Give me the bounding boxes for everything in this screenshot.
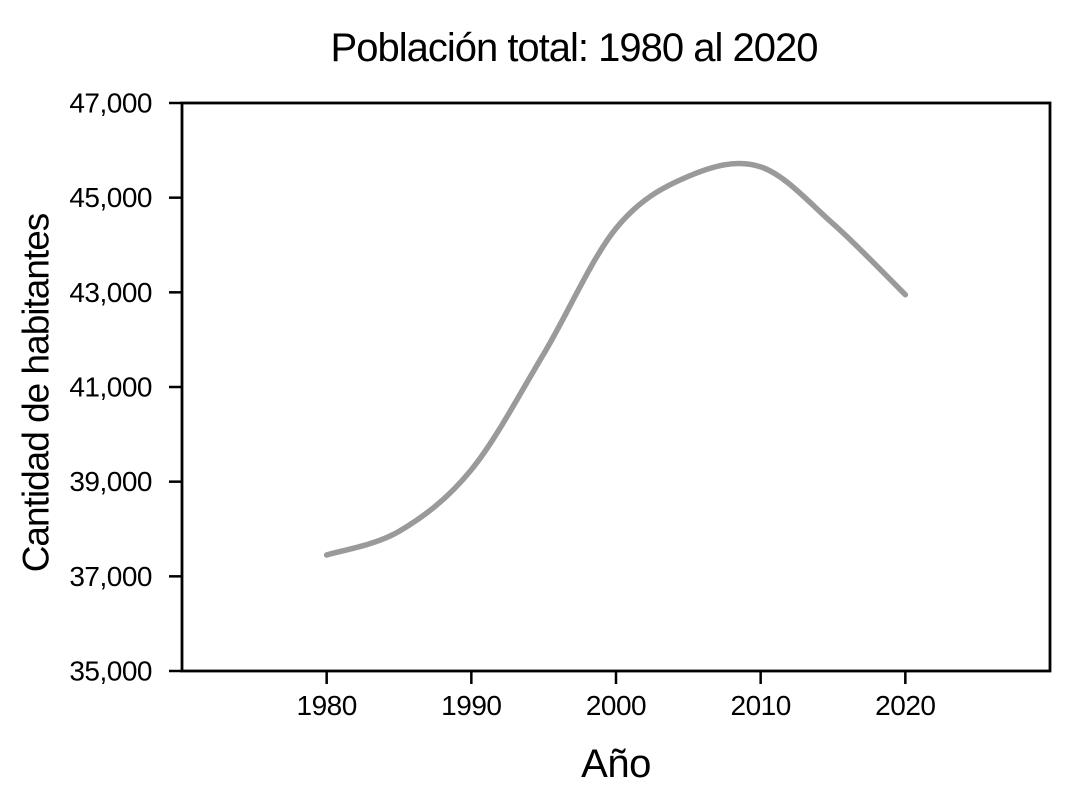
y-tick-label: 39,000 bbox=[69, 466, 152, 497]
x-tick-label: 1990 bbox=[441, 690, 501, 721]
y-tick-label: 35,000 bbox=[69, 656, 152, 687]
y-tick-label: 43,000 bbox=[69, 277, 152, 308]
y-tick-label: 45,000 bbox=[69, 182, 152, 213]
y-tick-label: 37,000 bbox=[69, 561, 152, 592]
population-curve bbox=[323, 160, 909, 558]
chart-title: Población total: 1980 al 2020 bbox=[330, 26, 819, 70]
x-tick-label: 2010 bbox=[731, 690, 791, 721]
x-tick-label: 1980 bbox=[297, 690, 357, 721]
x-tick-label: 2020 bbox=[875, 690, 935, 721]
y-tick-label: 41,000 bbox=[69, 372, 152, 403]
x-tick-label: 2000 bbox=[586, 690, 646, 721]
axes-box bbox=[180, 101, 1052, 673]
y-tick-label: 47,000 bbox=[69, 88, 152, 119]
x-axis-title: Año bbox=[581, 742, 651, 786]
